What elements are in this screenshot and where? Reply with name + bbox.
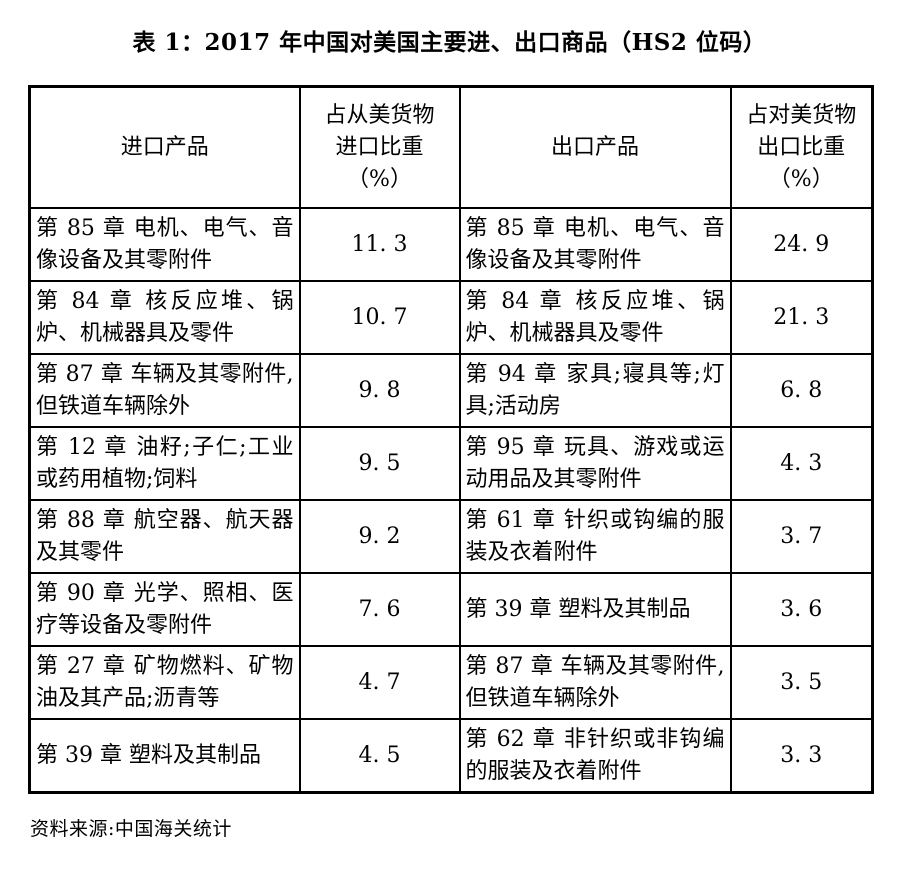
export-share-cell: 3. 5	[729, 645, 874, 721]
export-product-cell: 第 62 章 非针织或非钩编的服装及衣着附件	[458, 718, 732, 794]
header-import-product: 进口产品	[28, 85, 301, 210]
export-share-cell: 3. 7	[729, 499, 874, 575]
import-product-cell: 第 87 章 车辆及其零附件,但铁道车辆除外	[28, 353, 301, 429]
table-row: 第 85 章 电机、电气、音像设备及其零附件 11. 3 第 85 章 电机、电…	[28, 207, 874, 283]
export-share-cell: 4. 3	[729, 426, 874, 502]
export-product-cell: 第 94 章 家具;寝具等;灯具;活动房	[458, 353, 732, 429]
import-product-cell: 第 85 章 电机、电气、音像设备及其零附件	[28, 207, 301, 283]
export-product-cell: 第 61 章 针织或钩编的服装及衣着附件	[458, 499, 732, 575]
page-title: 表 1：2017 年中国对美国主要进、出口商品（HS2 位码）	[132, 29, 767, 56]
import-share-cell: 10. 7	[298, 280, 461, 356]
import-product-cell: 第 90 章 光学、照相、医疗等设备及零附件	[28, 572, 301, 648]
export-share-cell: 24. 9	[729, 207, 874, 283]
table-row: 第 27 章 矿物燃料、矿物油及其产品;沥青等 4. 7 第 87 章 车辆及其…	[28, 645, 874, 721]
table-row: 第 12 章 油籽;子仁;工业或药用植物;饲料 9. 5 第 95 章 玩具、游…	[28, 426, 874, 502]
import-share-cell: 9. 8	[298, 353, 461, 429]
table-header-row: 进口产品 占从美货物 进口比重 （%） 出口产品 占对美货物 出口比重 （%）	[28, 85, 874, 210]
header-export-share: 占对美货物 出口比重 （%）	[729, 85, 874, 210]
table-row: 第 88 章 航空器、航天器及其零件 9. 2 第 61 章 针织或钩编的服装及…	[28, 499, 874, 575]
export-product-cell: 第 87 章 车辆及其零附件,但铁道车辆除外	[458, 645, 732, 721]
export-share-cell: 21. 3	[729, 280, 874, 356]
export-product-cell: 第 39 章 塑料及其制品	[458, 572, 732, 648]
import-product-cell: 第 84 章 核反应堆、锅炉、机械器具及零件	[28, 280, 301, 356]
table-row: 第 87 章 车辆及其零附件,但铁道车辆除外 9. 8 第 94 章 家具;寝具…	[28, 353, 874, 429]
import-product-cell: 第 12 章 油籽;子仁;工业或药用植物;饲料	[28, 426, 301, 502]
import-product-cell: 第 88 章 航空器、航天器及其零件	[28, 499, 301, 575]
import-share-cell: 7. 6	[298, 572, 461, 648]
table-row: 第 39 章 塑料及其制品 4. 5 第 62 章 非针织或非钩编的服装及衣着附…	[28, 718, 874, 794]
import-share-cell: 11. 3	[298, 207, 461, 283]
export-product-cell: 第 84 章 核反应堆、锅炉、机械器具及零件	[458, 280, 732, 356]
import-product-cell: 第 27 章 矿物燃料、矿物油及其产品;沥青等	[28, 645, 301, 721]
header-export-product: 出口产品	[458, 85, 732, 210]
export-share-cell: 6. 8	[729, 353, 874, 429]
import-product-cell: 第 39 章 塑料及其制品	[28, 718, 301, 794]
export-share-cell: 3. 3	[729, 718, 874, 794]
import-share-cell: 4. 5	[298, 718, 461, 794]
export-product-cell: 第 85 章 电机、电气、音像设备及其零附件	[458, 207, 732, 283]
import-share-cell: 9. 5	[298, 426, 461, 502]
export-share-cell: 3. 6	[729, 572, 874, 648]
export-product-cell: 第 95 章 玩具、游戏或运动用品及其零附件	[458, 426, 732, 502]
table-row: 第 84 章 核反应堆、锅炉、机械器具及零件 10. 7 第 84 章 核反应堆…	[28, 280, 874, 356]
table-row: 第 90 章 光学、照相、医疗等设备及零附件 7. 6 第 39 章 塑料及其制…	[28, 572, 874, 648]
source-note: 资料来源:中国海关统计	[30, 817, 232, 840]
header-import-share: 占从美货物 进口比重 （%）	[298, 85, 461, 210]
commodity-table: 进口产品 占从美货物 进口比重 （%） 出口产品 占对美货物 出口比重 （%） …	[28, 84, 874, 794]
import-share-cell: 4. 7	[298, 645, 461, 721]
import-share-cell: 9. 2	[298, 499, 461, 575]
